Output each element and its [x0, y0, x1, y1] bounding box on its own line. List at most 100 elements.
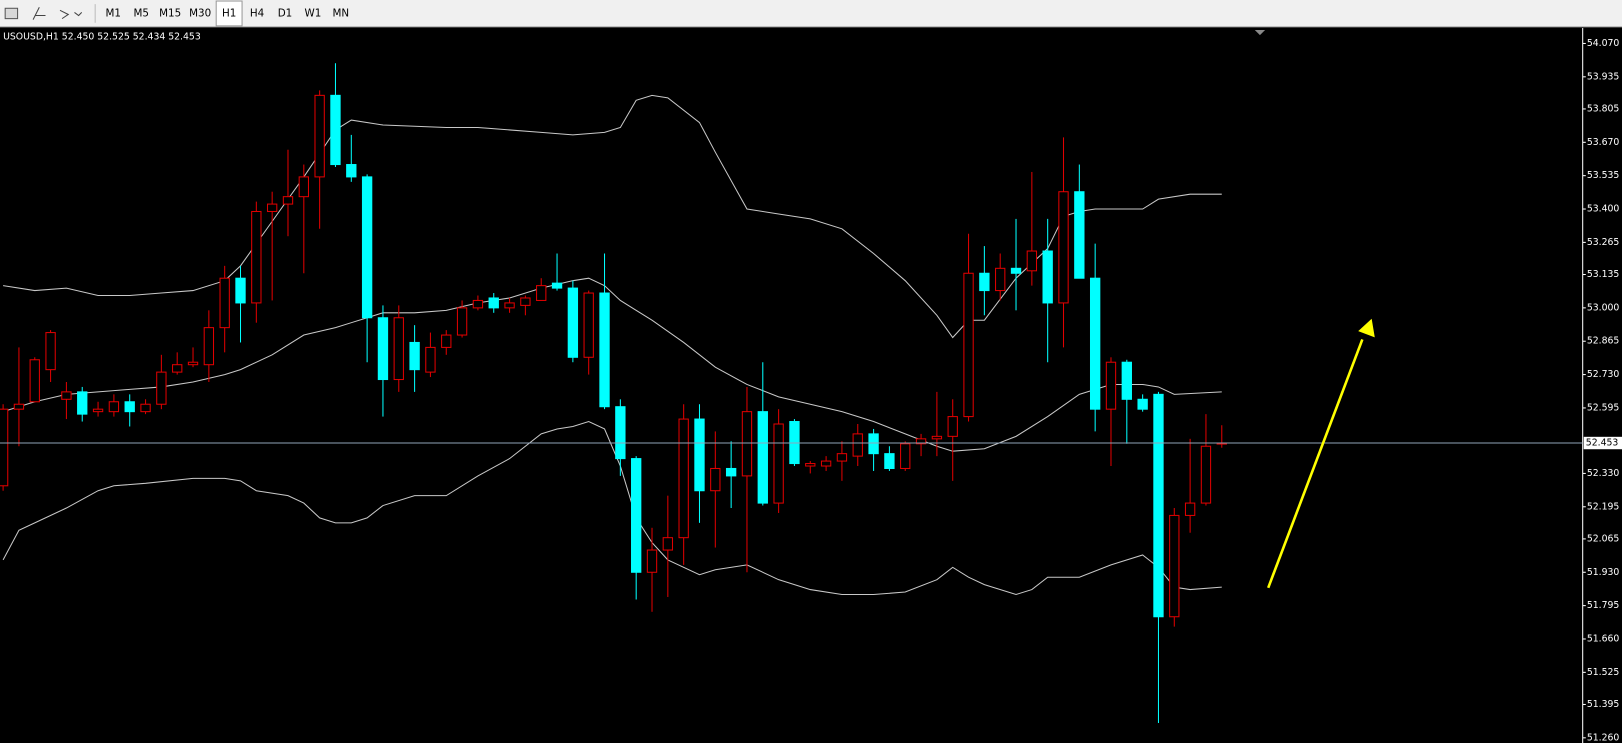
timeframe-button[interactable]: M15: [159, 7, 181, 19]
last-price-box: [1583, 436, 1622, 450]
candle-body: [156, 371, 167, 405]
candle-body: [567, 287, 579, 358]
y-tick-label: 51.660: [1587, 633, 1620, 644]
candle-body: [757, 411, 768, 504]
icon-folder[interactable]: [4, 7, 19, 20]
candle-body: [1200, 445, 1212, 504]
candle-body: [0, 408, 9, 487]
candle-body: [266, 203, 278, 213]
candle-body: [662, 537, 674, 551]
candle-body: [330, 94, 341, 166]
candle-body: [346, 164, 357, 178]
candle-body: [441, 334, 452, 348]
candle-body: [884, 453, 895, 469]
icon-draw[interactable]: [59, 9, 83, 20]
y-tick-label: 51.930: [1587, 567, 1620, 578]
candle-body: [536, 285, 547, 301]
candle-body: [1010, 267, 1022, 274]
y-tick-label: 53.805: [1587, 103, 1620, 114]
timeframe-button[interactable]: M5: [133, 7, 148, 19]
timeframe-button[interactable]: D1: [278, 7, 293, 19]
candle-body: [251, 210, 262, 304]
candle-body: [773, 423, 784, 504]
candle-body: [583, 292, 594, 358]
y-tick-label: 52.065: [1587, 533, 1620, 544]
candle-body: [314, 94, 325, 178]
candle-body: [29, 359, 40, 403]
candle-body: [219, 277, 230, 329]
candle-body: [361, 176, 373, 319]
candle-body: [820, 460, 832, 467]
y-tick-label: 52.595: [1587, 402, 1620, 413]
candle-body: [187, 361, 199, 366]
arrow-head: [1358, 318, 1375, 338]
timeframe-button[interactable]: W1: [305, 7, 322, 19]
candle-body: [694, 418, 705, 492]
y-tick-label: 52.195: [1587, 501, 1620, 512]
plot: [0, 63, 1583, 723]
chart-area: [0, 27, 1622, 743]
candle-body: [1105, 361, 1117, 410]
y-tick-label: 53.400: [1587, 204, 1620, 215]
band-line: [3, 94, 1222, 339]
last-price-label: 52.453: [1586, 438, 1619, 449]
timeframe-button[interactable]: M30: [189, 7, 211, 19]
candle-body: [108, 401, 120, 413]
candle-body: [615, 406, 626, 460]
timeframe-button[interactable]: H1: [222, 7, 236, 19]
candle-body: [947, 416, 958, 437]
candle-body: [298, 176, 309, 198]
candle-body: [868, 433, 879, 455]
candle-body: [488, 297, 499, 309]
candle-body: [678, 418, 689, 539]
candle-body: [710, 467, 721, 492]
candle-body: [13, 403, 25, 410]
candle-body: [1089, 277, 1101, 410]
candle-body: [77, 391, 88, 415]
y-tick-label: 53.935: [1587, 71, 1620, 82]
annotation-arrow: [1267, 318, 1375, 589]
y-tick-label: 52.865: [1587, 336, 1620, 347]
y-tick-label: 53.000: [1587, 302, 1620, 313]
candle-body: [599, 292, 610, 408]
candle-body: [282, 196, 294, 205]
timeframe-button[interactable]: M1: [106, 7, 121, 19]
candle-body: [1074, 191, 1085, 279]
candle-body: [456, 307, 468, 336]
candle-body: [172, 364, 183, 373]
y-tick-label: 52.730: [1587, 369, 1620, 380]
candle-body: [963, 272, 974, 418]
y-tick-label: 53.535: [1587, 170, 1620, 181]
candle-body: [551, 282, 563, 289]
y-tick-label: 52.330: [1587, 468, 1620, 479]
candle-body: [124, 401, 135, 413]
toolbar-icons[interactable]: [4, 7, 83, 20]
shift-marker: [1254, 30, 1266, 36]
icon-line[interactable]: [32, 7, 46, 20]
candle-body: [504, 302, 515, 309]
band-line: [2, 277, 1222, 452]
y-tick-label: 51.795: [1587, 600, 1620, 611]
candle-body: [979, 272, 990, 292]
candle-body: [915, 438, 927, 445]
timeframe-button[interactable]: H4: [250, 7, 264, 19]
candle-body: [140, 403, 151, 413]
candle-body: [741, 411, 753, 477]
candle-body: [1169, 514, 1180, 618]
candle-body: [1026, 250, 1038, 272]
chart-header: USOUSD,H1 52.450 52.525 52.434 52.453: [3, 32, 201, 43]
arrow-shaft: [1267, 338, 1364, 589]
candle-body: [1058, 191, 1069, 304]
y-tick-label: 51.395: [1587, 699, 1620, 710]
candle-body: [393, 317, 404, 381]
candle-body: [631, 458, 642, 573]
y-tick-label: 51.525: [1587, 667, 1620, 678]
timeframe-button[interactable]: MN: [333, 7, 350, 19]
candle-body: [646, 549, 658, 573]
candle-body: [725, 467, 737, 477]
candle-body: [235, 277, 246, 304]
candle-body: [1121, 361, 1132, 400]
candle-body: [61, 391, 72, 400]
